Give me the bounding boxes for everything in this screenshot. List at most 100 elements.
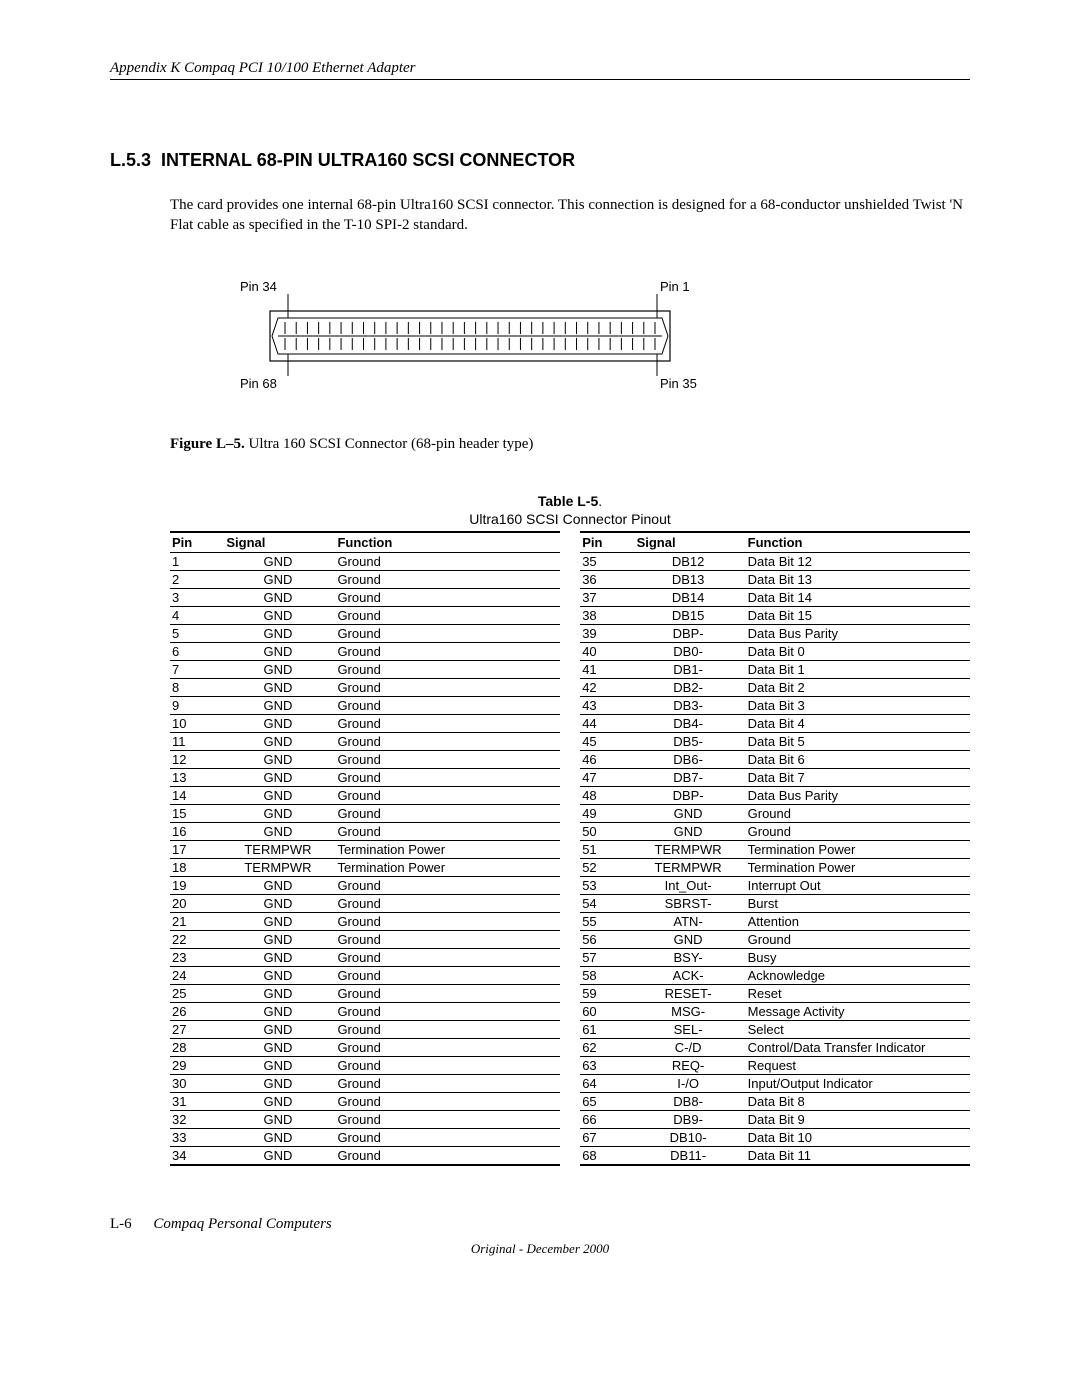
table-cell: Message Activity bbox=[746, 1002, 970, 1020]
table-cell: 20 bbox=[170, 894, 224, 912]
table-cell bbox=[560, 732, 580, 750]
table-cell: 18 bbox=[170, 858, 224, 876]
table-cell: DB0- bbox=[635, 642, 746, 660]
table-cell: 27 bbox=[170, 1020, 224, 1038]
table-cell: 58 bbox=[580, 966, 634, 984]
table-cell: 6 bbox=[170, 642, 224, 660]
table-cell: Ground bbox=[335, 570, 559, 588]
table-cell: Request bbox=[746, 1056, 970, 1074]
table-cell: Ground bbox=[335, 1020, 559, 1038]
table-cell: 25 bbox=[170, 984, 224, 1002]
table-row: 27GNDGround61SEL-Select bbox=[170, 1020, 970, 1038]
table-cell: 68 bbox=[580, 1146, 634, 1165]
table-cell: Ground bbox=[335, 678, 559, 696]
table-row: 25GNDGround59RESET-Reset bbox=[170, 984, 970, 1002]
table-cell: Data Bit 9 bbox=[746, 1110, 970, 1128]
table-row: 4GNDGround38DB15Data Bit 15 bbox=[170, 606, 970, 624]
table-cell: TERMPWR bbox=[635, 858, 746, 876]
table-cell: DB1- bbox=[635, 660, 746, 678]
section-number: L.5.3 bbox=[110, 150, 151, 170]
table-cell: TERMPWR bbox=[635, 840, 746, 858]
table-cell: Ground bbox=[335, 714, 559, 732]
table-cell: DB8- bbox=[635, 1092, 746, 1110]
table-cell: Int_Out- bbox=[635, 876, 746, 894]
table-cell bbox=[560, 984, 580, 1002]
table-cell bbox=[560, 750, 580, 768]
table-cell: 47 bbox=[580, 768, 634, 786]
table-cell: Data Bit 5 bbox=[746, 732, 970, 750]
table-cell: C-/D bbox=[635, 1038, 746, 1056]
pin-label-tr: Pin 1 bbox=[660, 279, 690, 294]
table-cell: Ground bbox=[335, 894, 559, 912]
table-cell: Ground bbox=[335, 696, 559, 714]
table-cell: GND bbox=[224, 948, 335, 966]
table-cell bbox=[560, 660, 580, 678]
table-cell: Data Bit 14 bbox=[746, 588, 970, 606]
figure-block: Pin 34 Pin 1 Pin 68 Pin 35 Figure L–5. U… bbox=[170, 276, 970, 453]
table-row: 1GNDGround35DB12Data Bit 12 bbox=[170, 552, 970, 570]
table-cell: 21 bbox=[170, 912, 224, 930]
table-cell: Data Bit 7 bbox=[746, 768, 970, 786]
table-cell: Data Bit 0 bbox=[746, 642, 970, 660]
table-cell: 55 bbox=[580, 912, 634, 930]
table-row: 10GNDGround44DB4-Data Bit 4 bbox=[170, 714, 970, 732]
table-cell: Data Bit 11 bbox=[746, 1146, 970, 1165]
table-cell: GND bbox=[224, 822, 335, 840]
table-cell: 36 bbox=[580, 570, 634, 588]
table-cell: DB13 bbox=[635, 570, 746, 588]
table-cell: Reset bbox=[746, 984, 970, 1002]
table-title-bold: Table L-5 bbox=[538, 493, 598, 509]
table-cell: GND bbox=[224, 984, 335, 1002]
footer-doc-title: Compaq Personal Computers bbox=[153, 1216, 331, 1232]
table-cell bbox=[560, 1056, 580, 1074]
table-cell bbox=[560, 606, 580, 624]
page-footer: L-6 Compaq Personal Computers Original -… bbox=[110, 1216, 970, 1257]
table-cell: GND bbox=[224, 1002, 335, 1020]
table-cell: 59 bbox=[580, 984, 634, 1002]
table-cell bbox=[560, 894, 580, 912]
table-cell: 32 bbox=[170, 1110, 224, 1128]
table-cell: 14 bbox=[170, 786, 224, 804]
table-cell: GND bbox=[224, 1038, 335, 1056]
table-cell bbox=[560, 588, 580, 606]
table-cell: 50 bbox=[580, 822, 634, 840]
table-cell: 42 bbox=[580, 678, 634, 696]
table-cell: 57 bbox=[580, 948, 634, 966]
table-row: 20GNDGround54SBRST-Burst bbox=[170, 894, 970, 912]
table-row: 28GNDGround62C-/DControl/Data Transfer I… bbox=[170, 1038, 970, 1056]
table-cell: Ground bbox=[335, 642, 559, 660]
connector-diagram: Pin 34 Pin 1 Pin 68 Pin 35 bbox=[170, 276, 730, 406]
table-cell bbox=[560, 876, 580, 894]
table-cell: Input/Output Indicator bbox=[746, 1074, 970, 1092]
table-row: 23GNDGround57BSY-Busy bbox=[170, 948, 970, 966]
table-cell: Ground bbox=[335, 732, 559, 750]
table-cell: SEL- bbox=[635, 1020, 746, 1038]
table-cell: 3 bbox=[170, 588, 224, 606]
table-cell: 64 bbox=[580, 1074, 634, 1092]
table-cell: DB3- bbox=[635, 696, 746, 714]
table-block: Table L-5. Ultra160 SCSI Connector Pinou… bbox=[170, 493, 970, 1166]
table-title: Table L-5. bbox=[170, 493, 970, 509]
table-cell: GND bbox=[224, 768, 335, 786]
table-cell: 37 bbox=[580, 588, 634, 606]
table-cell bbox=[560, 966, 580, 984]
table-cell: Ground bbox=[335, 930, 559, 948]
table-cell: Ground bbox=[335, 912, 559, 930]
table-cell: Control/Data Transfer Indicator bbox=[746, 1038, 970, 1056]
pin-label-tl: Pin 34 bbox=[240, 279, 277, 294]
table-cell: Ground bbox=[335, 804, 559, 822]
table-cell bbox=[560, 1146, 580, 1165]
table-cell bbox=[560, 840, 580, 858]
table-cell: DB9- bbox=[635, 1110, 746, 1128]
table-subtitle: Ultra160 SCSI Connector Pinout bbox=[170, 511, 970, 527]
table-cell: 62 bbox=[580, 1038, 634, 1056]
table-cell: Data Bit 6 bbox=[746, 750, 970, 768]
table-cell bbox=[560, 912, 580, 930]
table-cell bbox=[560, 714, 580, 732]
table-cell: Ground bbox=[335, 588, 559, 606]
table-cell: GND bbox=[224, 1128, 335, 1146]
table-cell: Ground bbox=[746, 930, 970, 948]
table-cell: 40 bbox=[580, 642, 634, 660]
table-cell: DB10- bbox=[635, 1128, 746, 1146]
table-cell bbox=[560, 624, 580, 642]
